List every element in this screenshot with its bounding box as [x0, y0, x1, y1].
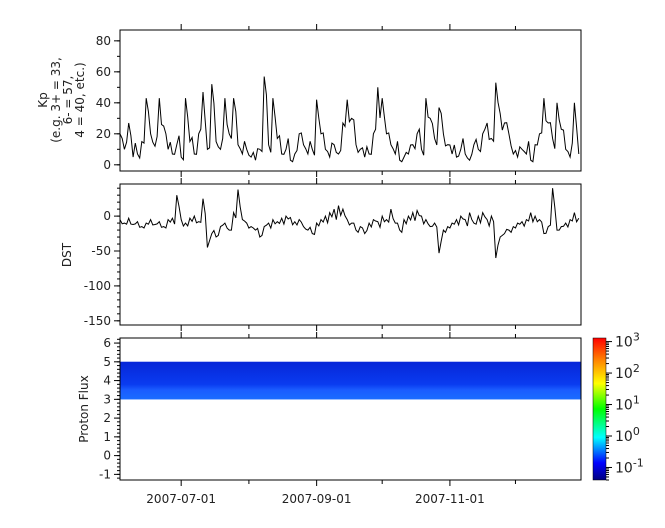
ytick-label: 5 [103, 355, 111, 369]
ytick-label: 4 [103, 374, 111, 388]
dst-ylabel: DST [60, 242, 74, 267]
ytick-label: 60 [96, 65, 111, 79]
ytick-label: 2 [103, 411, 111, 425]
ytick-label: -100 [84, 279, 111, 293]
ytick-label: -50 [91, 244, 111, 258]
colorbar-tick-label: 10-1 [615, 456, 644, 476]
flux-ylabel: Proton Flux [77, 375, 91, 442]
kp-ylabel-line1: Kp [36, 92, 50, 108]
xtick-label: 2007-11-01 [415, 492, 485, 506]
kp-ylabel-line4: 4 = 40, etc.) [73, 62, 87, 137]
ytick-label: -150 [84, 314, 111, 328]
kp-ylabel-line3: 6- = 57, [61, 76, 75, 125]
ytick-label: 6 [103, 336, 111, 350]
xtick-label: 2007-07-01 [146, 492, 216, 506]
panel-frame-1 [119, 183, 582, 326]
panel-frame-2 [119, 337, 582, 481]
colorbar-tick-label: 100 [615, 425, 640, 445]
colorbar-tick-label: 101 [615, 394, 640, 414]
kp-series-line [119, 76, 580, 163]
dst-series-line [119, 188, 580, 259]
ytick-label: -1 [99, 467, 111, 481]
ytick-label: 80 [96, 34, 111, 48]
kp-ylabel-line2: (e.g. 3+ = 33, [49, 57, 63, 143]
ytick-label: 40 [96, 96, 111, 110]
colorbar-tick-label: 102 [615, 362, 640, 382]
panel-frame-0 [119, 29, 582, 172]
colorbar-tick-label: 103 [615, 331, 640, 351]
colorbar [592, 337, 607, 481]
ytick-label: 20 [96, 127, 111, 141]
ytick-label: 0 [103, 209, 111, 223]
ytick-label: 0 [103, 158, 111, 172]
flux-band [120, 361, 581, 400]
xtick-label: 2007-09-01 [282, 492, 352, 506]
ytick-label: 0 [103, 449, 111, 463]
ytick-label: 3 [103, 392, 111, 406]
ytick-label: 1 [103, 430, 111, 444]
